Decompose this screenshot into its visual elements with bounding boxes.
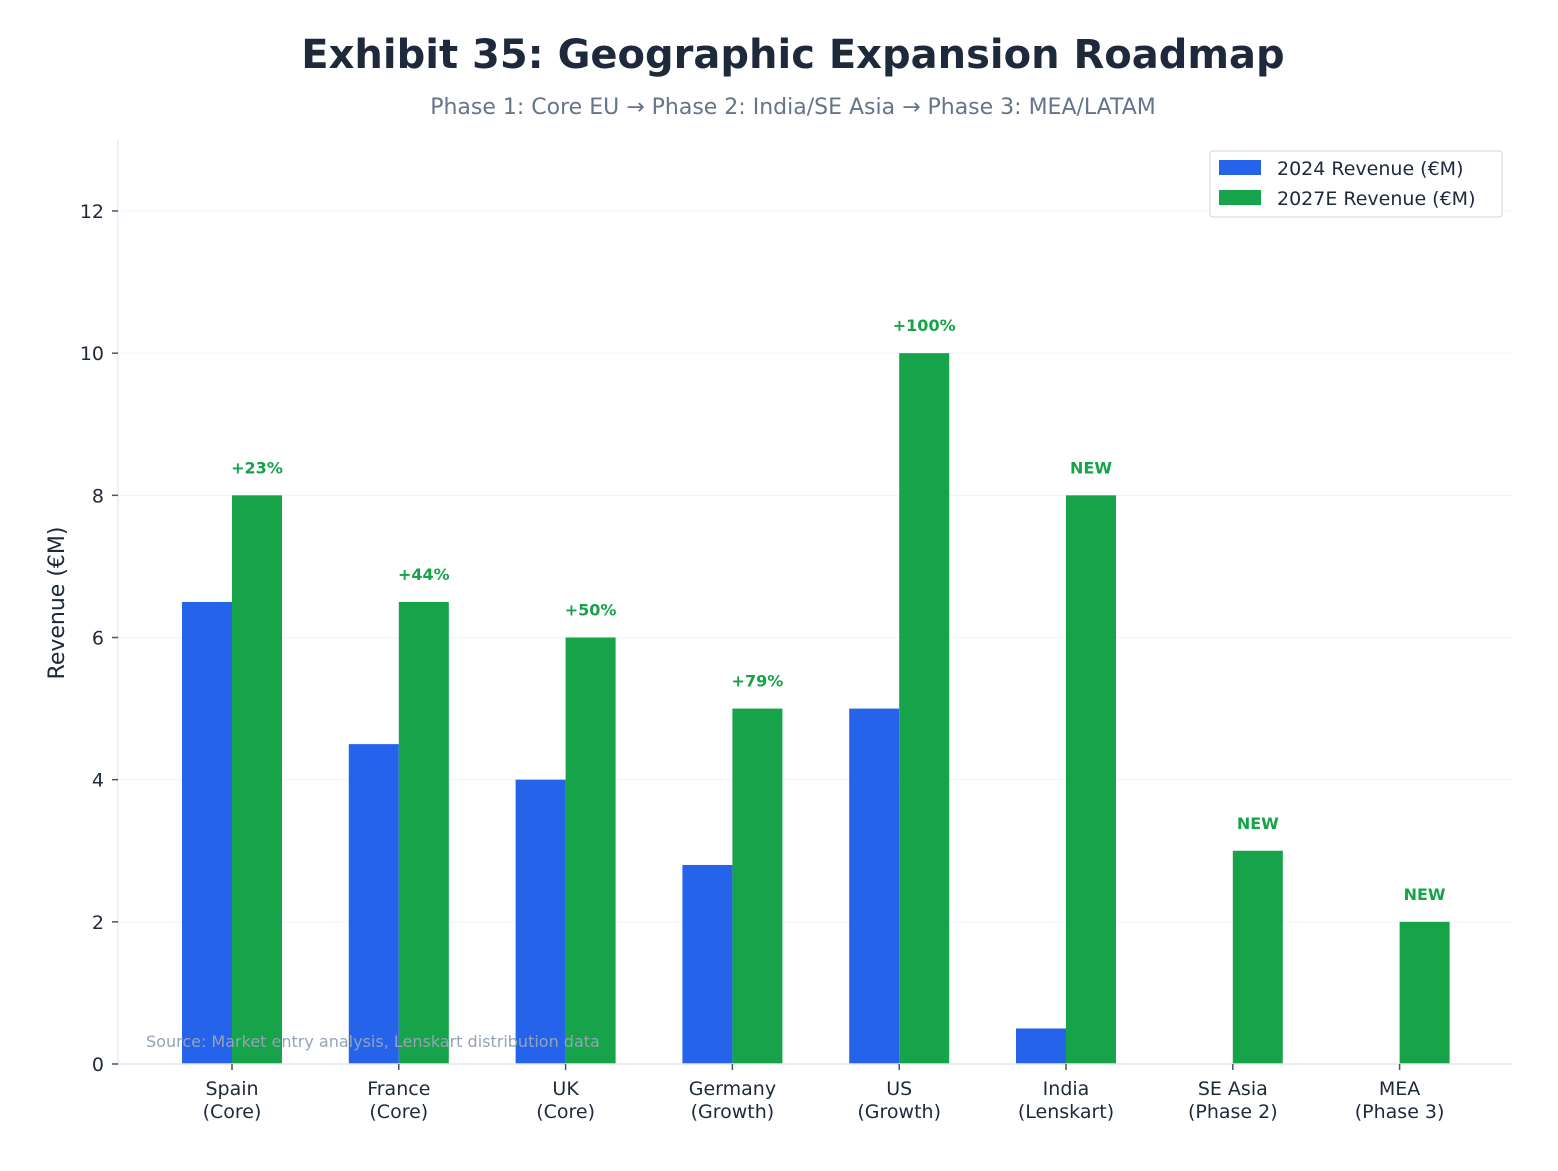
bar-annotation: +44% [398, 565, 450, 584]
bar-annotation: +100% [893, 316, 956, 335]
legend-box [1209, 150, 1503, 218]
bar-2027e [899, 353, 950, 1065]
x-tick-label: SE Asia [1198, 1078, 1268, 1100]
legend-label-2027e: 2027E Revenue (€M) [1277, 188, 1476, 210]
y-tick-label: 0 [92, 1054, 104, 1076]
source-note: Source: Market entry analysis, Lenskart … [146, 1032, 600, 1051]
bar-annotation: NEW [1404, 885, 1446, 904]
bar-2027e [565, 637, 616, 1064]
x-tick-label: UK [552, 1078, 579, 1100]
chart-subtitle: Phase 1: Core EU → Phase 2: India/SE Asi… [430, 95, 1156, 120]
bars [182, 353, 1450, 1065]
legend: 2024 Revenue (€M) 2027E Revenue (€M) [1209, 150, 1503, 218]
bar-2027e [1232, 850, 1283, 1064]
x-tick-label: Spain [205, 1078, 258, 1100]
y-tick-label: 6 [92, 628, 104, 650]
bar-2024 [1016, 1028, 1066, 1064]
bar-2024 [348, 744, 399, 1064]
bar-2027e [398, 601, 449, 1064]
x-tick-label: (Core) [369, 1101, 428, 1123]
bar-annotation: NEW [1237, 814, 1279, 833]
x-tick-label: (Growth) [691, 1101, 775, 1123]
bar-annotations: +23% +44% +50% +79% +100% NEW NEW NEW [231, 316, 1446, 904]
y-tick-label: 10 [80, 343, 104, 365]
bar-2024 [515, 779, 566, 1064]
bar-2027e [232, 495, 282, 1064]
x-tick-label: (Growth) [857, 1101, 941, 1123]
legend-swatch-2027e [1219, 190, 1261, 205]
x-tick-label: (Core) [536, 1101, 595, 1123]
bar-2024 [849, 708, 900, 1064]
bar-2027e [1066, 495, 1116, 1064]
x-tick-label: India [1043, 1078, 1090, 1100]
y-axis-label: Revenue (€M) [45, 527, 70, 680]
y-tick-label: 2 [92, 912, 104, 934]
bar-annotation: NEW [1070, 458, 1112, 477]
x-tick-label: France [367, 1078, 430, 1100]
bar-annotation: +23% [231, 458, 283, 477]
y-tick-label: 8 [92, 485, 104, 507]
legend-swatch-2024 [1219, 160, 1261, 175]
x-tick-label: MEA [1379, 1078, 1420, 1100]
y-tick-label: 12 [80, 201, 104, 223]
x-tick-label: US [886, 1078, 912, 1100]
bar-annotation: +79% [732, 672, 784, 691]
bar-annotation: +50% [565, 601, 617, 620]
x-tick-label: (Phase 3) [1355, 1101, 1445, 1123]
bar-2024 [182, 601, 232, 1064]
y-tick-label: 4 [92, 770, 104, 792]
gridlines [118, 210, 1513, 923]
x-tick-label: (Phase 2) [1188, 1101, 1278, 1123]
bar-2027e [1399, 921, 1450, 1064]
x-axis-ticks: Spain(Core)France(Core)UK(Core)Germany(G… [203, 1064, 1445, 1123]
y-axis-ticks: 0 2 4 6 8 10 12 [80, 201, 118, 1076]
chart-title: Exhibit 35: Geographic Expansion Roadmap [301, 32, 1284, 78]
x-tick-label: (Core) [203, 1101, 262, 1123]
x-tick-label: (Lenskart) [1018, 1101, 1114, 1123]
bar-2027e [732, 708, 783, 1064]
x-tick-label: Germany [689, 1078, 776, 1100]
bar-2024 [682, 864, 733, 1064]
legend-label-2024: 2024 Revenue (€M) [1277, 158, 1463, 180]
